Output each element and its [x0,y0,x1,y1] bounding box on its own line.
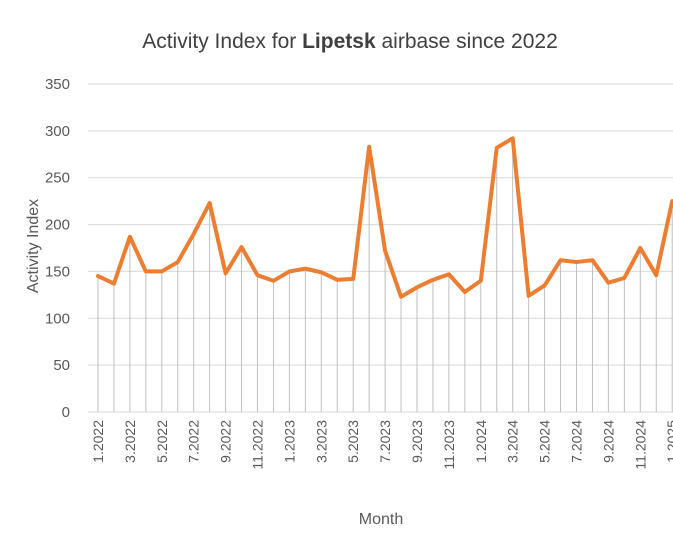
x-tick-label: 7.2023 [377,420,393,463]
x-tick-label: 3.2023 [313,420,329,463]
y-axis-ticks: 0 50 100 150 200 250 300 350 [45,76,70,421]
x-tick-label: 11.2022 [250,420,266,470]
x-axis-title: Month [359,511,403,528]
chart-title-suffix: airbase since 2022 [376,30,558,53]
x-tick-label: 5.2024 [537,420,553,463]
x-tick-label: 11.2024 [632,420,648,470]
plot-area [96,136,673,299]
x-tick-label: 7.2022 [186,420,202,463]
y-tick-label: 200 [45,217,70,234]
y-axis-title: Activity Index [25,199,42,293]
chart-title: Activity Index for Lipetsk airbase since… [142,30,558,53]
x-tick-label: 9.2023 [409,420,425,463]
x-tick-label: 9.2022 [218,420,234,463]
drop-lines [97,138,673,412]
chart-title-prefix: Activity Index for [142,30,302,53]
y-tick-label: 250 [45,170,70,187]
y-tick-label: 150 [45,263,70,280]
x-axis-ticks: 1.2022 3.2022 5.2022 7.2022 9.2022 11.2022 1.2… [90,420,673,470]
x-tick-label: 5.2023 [345,420,361,463]
x-tick-label: 1.2022 [90,420,106,463]
x-tick-label: 11.2023 [441,420,457,470]
y-tick-label: 300 [45,123,70,140]
x-tick-label: 9.2024 [600,420,616,463]
x-tick-label: 3.2024 [505,420,521,463]
y-tick-label: 100 [45,310,70,327]
x-tick-label: 1.2023 [281,420,297,463]
activity-index-line [96,136,673,299]
x-tick-label: 7.2024 [569,420,585,463]
x-tick-label: 1.2025 [664,420,673,463]
x-tick-label: 5.2022 [154,420,170,463]
x-tick-label: 1.2024 [473,420,489,463]
chart-title-airbase: Lipetsk [302,30,376,53]
x-tick-label: 3.2022 [122,420,138,463]
y-tick-label: 50 [53,357,70,374]
y-tick-label: 0 [62,404,70,421]
y-tick-label: 350 [45,76,70,93]
gridlines [88,83,673,413]
